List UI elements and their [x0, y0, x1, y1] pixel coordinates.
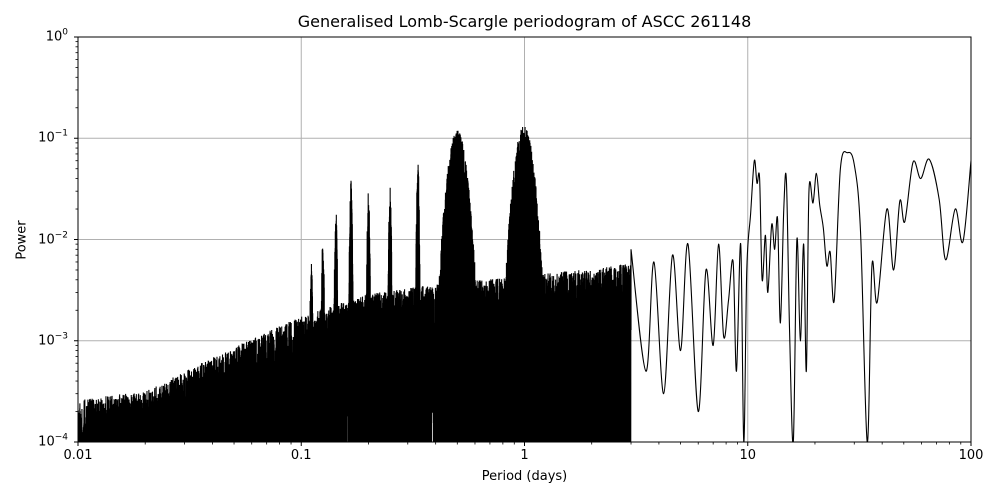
x-tick-label: 10: [739, 448, 757, 463]
periodogram-line: [78, 126, 971, 442]
x-tick-label: 0.1: [290, 448, 312, 463]
y-tick-label: 10−2: [38, 230, 68, 248]
x-axis-label: Period (days): [481, 469, 568, 484]
y-tick-label: 100: [45, 27, 68, 45]
x-tick-label: 1: [520, 448, 529, 463]
y-tick-label: 10−1: [38, 128, 68, 146]
chart-title: Generalised Lomb-Scargle periodogram of …: [297, 12, 752, 31]
y-axis-label: Power: [14, 220, 30, 260]
x-tick-label: 0.01: [63, 448, 93, 463]
axis-ticks: [74, 36, 972, 446]
y-tick-label: 10−3: [38, 331, 68, 349]
x-tick-label: 100: [958, 448, 984, 463]
y-tick-label: 10−4: [38, 432, 68, 450]
